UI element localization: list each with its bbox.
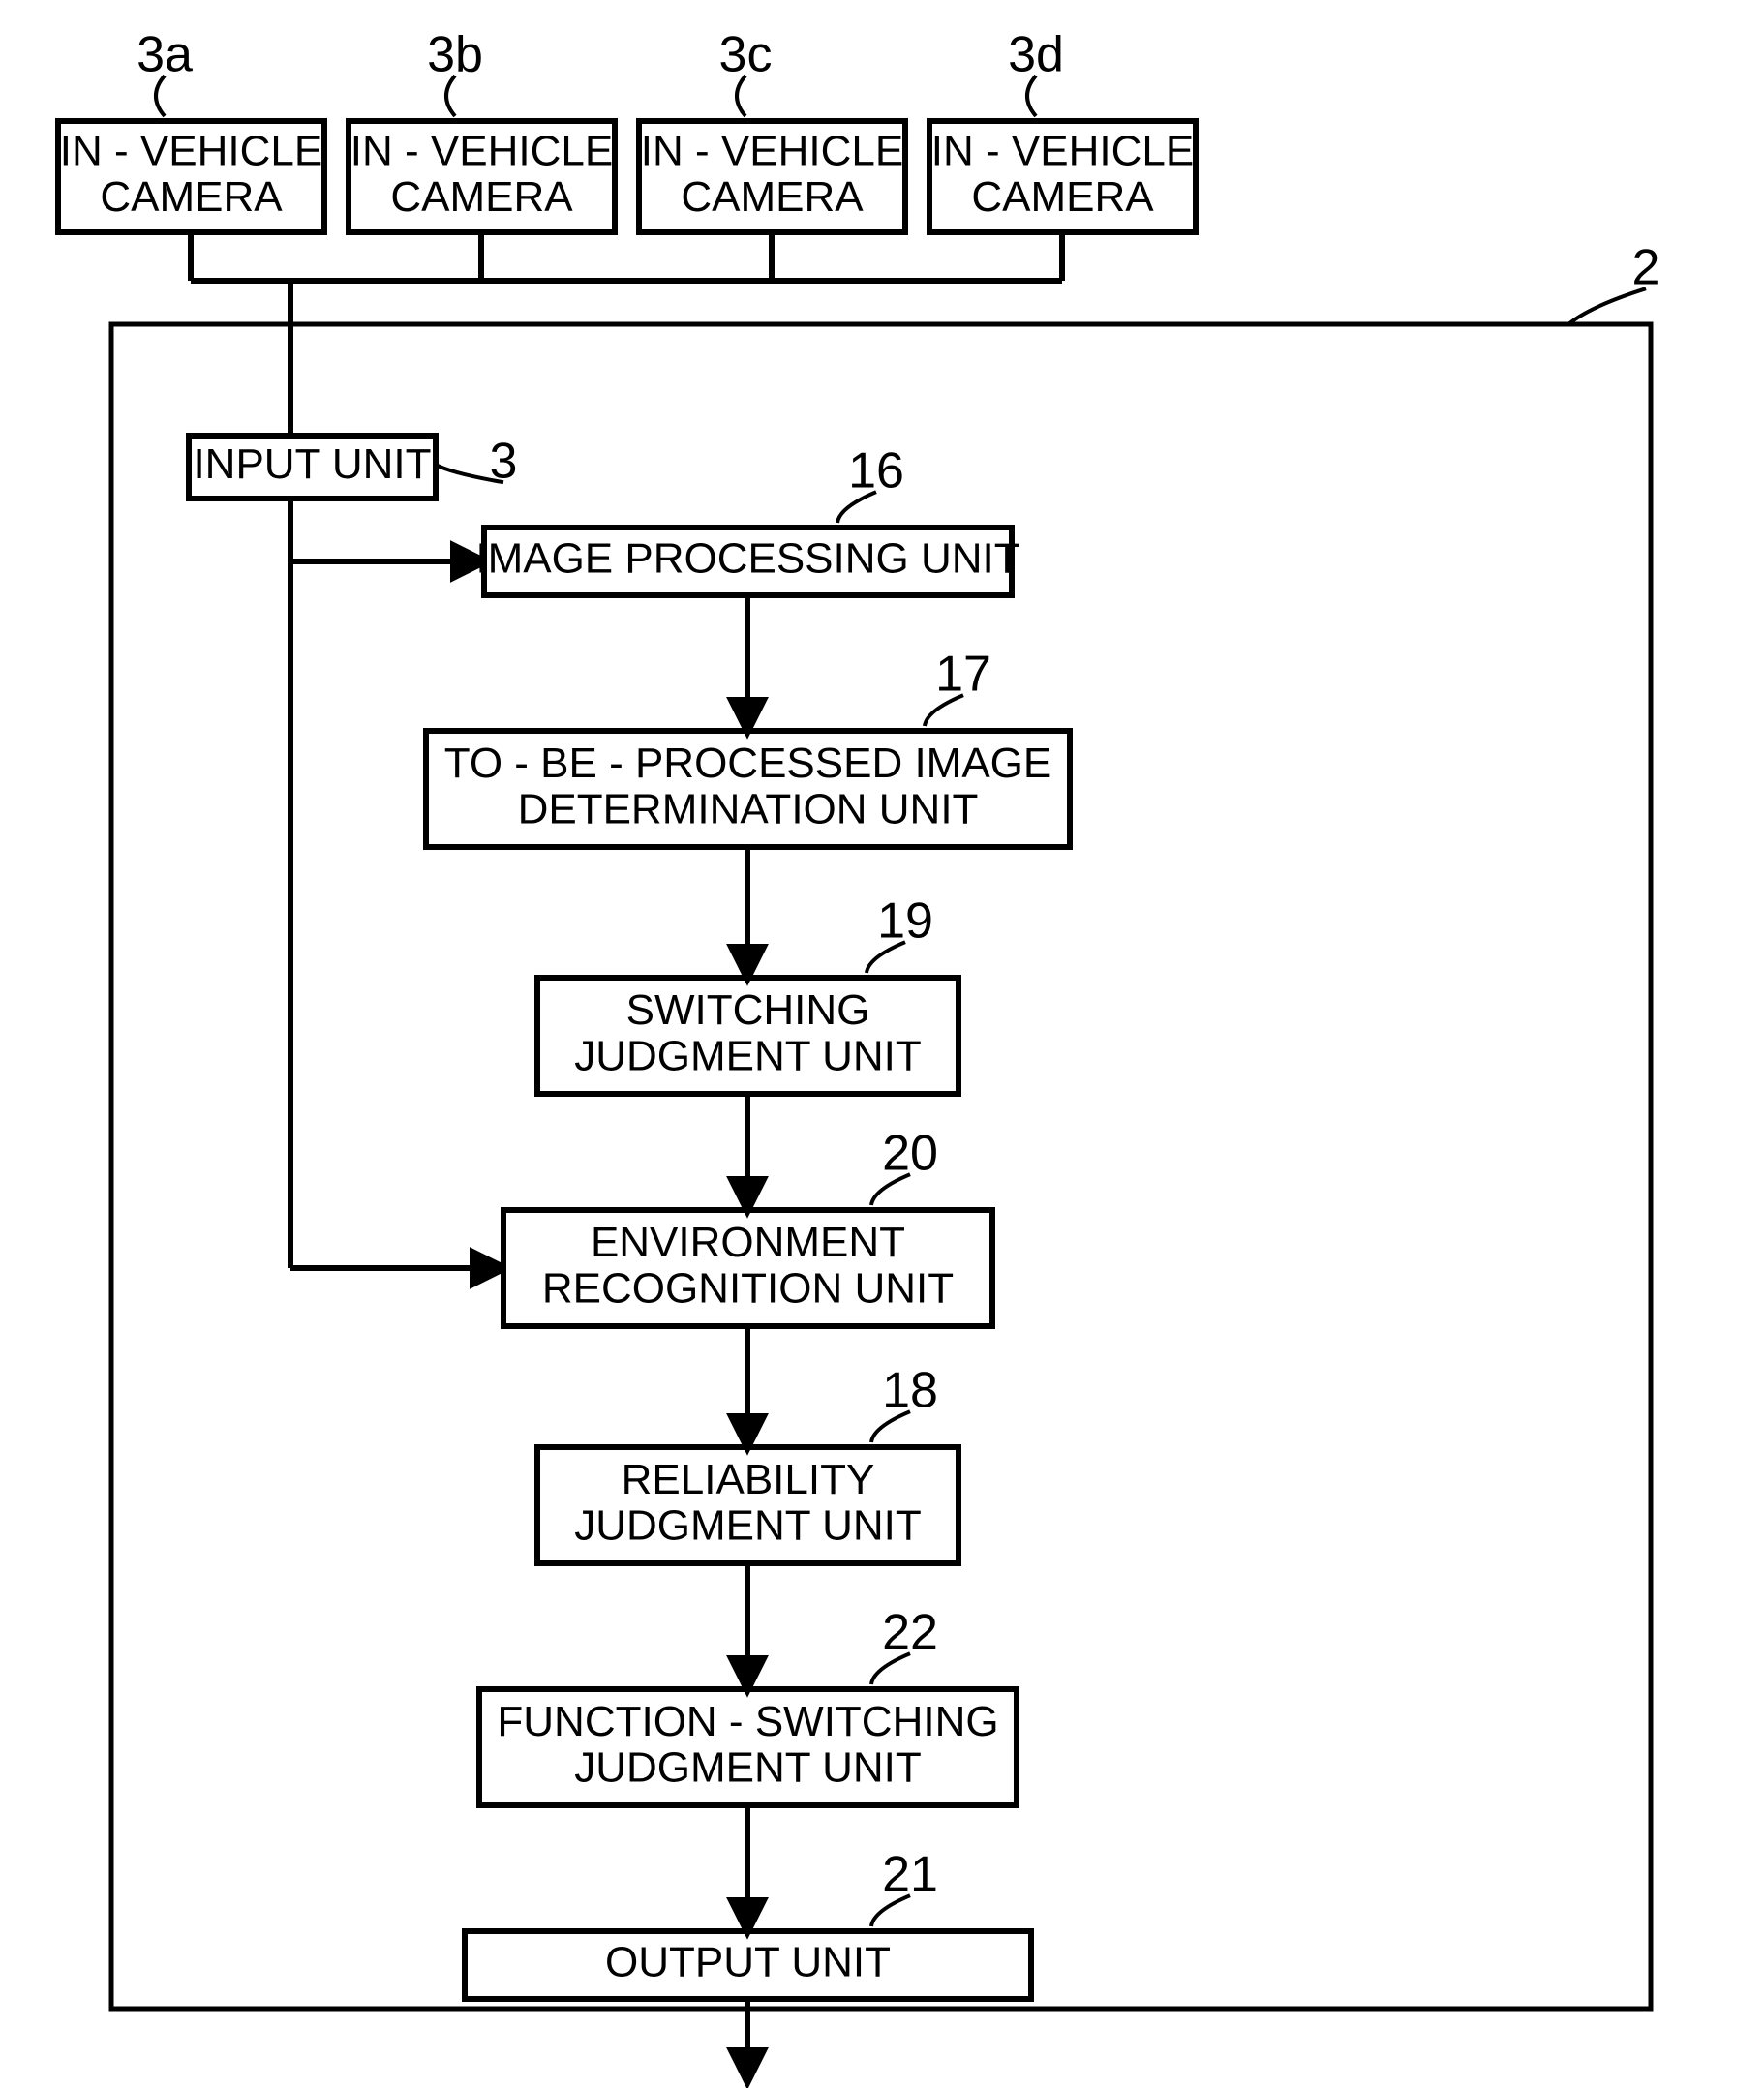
input-unit: INPUT UNIT (189, 436, 436, 499)
tbp-det-label: TO - BE - PROCESSED IMAGE (444, 740, 1052, 787)
env-rec-label: RECOGNITION UNIT (542, 1264, 954, 1312)
img-proc: IMAGE PROCESSING UNIT (475, 528, 1019, 595)
rel-j-label: RELIABILITY (622, 1456, 875, 1503)
cam-d: IN - VEHICLECAMERA (929, 121, 1196, 232)
ref-label-3b: 3b (427, 27, 483, 83)
tbp-det: TO - BE - PROCESSED IMAGEDETERMINATION U… (426, 731, 1070, 847)
cam-b: IN - VEHICLECAMERA (349, 121, 615, 232)
output-unit-label: OUTPUT UNIT (605, 1939, 891, 1986)
output-unit: OUTPUT UNIT (465, 1931, 1031, 1999)
func-sw-j-label: JUDGMENT UNIT (574, 1743, 922, 1791)
cam-b-label: CAMERA (390, 173, 573, 221)
ref-label-17: 17 (935, 647, 991, 703)
env-rec: ENVIRONMENTRECOGNITION UNIT (503, 1210, 992, 1326)
cam-d-label: IN - VEHICLE (931, 127, 1194, 174)
ref-label-3d: 3d (1008, 27, 1064, 83)
func-sw-j: FUNCTION - SWITCHINGJUDGMENT UNIT (479, 1689, 1017, 1805)
env-rec-label: ENVIRONMENT (591, 1219, 905, 1266)
tbp-det-label: DETERMINATION UNIT (518, 785, 979, 832)
ref-leader-2 (1568, 288, 1646, 324)
rel-j: RELIABILITYJUDGMENT UNIT (537, 1447, 958, 1563)
cam-c-label: IN - VEHICLE (641, 127, 903, 174)
ref-label-2: 2 (1632, 240, 1660, 296)
ref-label-16: 16 (848, 443, 904, 499)
cam-d-label: CAMERA (971, 173, 1154, 221)
ref-label-3c: 3c (719, 27, 773, 83)
ref-label-22: 22 (882, 1605, 938, 1661)
ref-label-3a: 3a (137, 27, 193, 83)
cam-c: IN - VEHICLECAMERA (639, 121, 905, 232)
cam-a-label: CAMERA (100, 173, 283, 221)
switch-j: SWITCHINGJUDGMENT UNIT (537, 978, 958, 1094)
input-unit-label: INPUT UNIT (193, 440, 431, 488)
cam-a: IN - VEHICLECAMERA (58, 121, 324, 232)
img-proc-label: IMAGE PROCESSING UNIT (475, 535, 1019, 583)
switch-j-label: JUDGMENT UNIT (574, 1032, 922, 1079)
ref-label-21: 21 (882, 1847, 938, 1903)
ref-label-18: 18 (882, 1363, 938, 1419)
cam-c-label: CAMERA (681, 173, 864, 221)
ref-label-19: 19 (877, 893, 933, 950)
cam-a-label: IN - VEHICLE (60, 127, 322, 174)
switch-j-label: SWITCHING (626, 986, 870, 1034)
rel-j-label: JUDGMENT UNIT (574, 1501, 922, 1549)
cam-b-label: IN - VEHICLE (350, 127, 613, 174)
func-sw-j-label: FUNCTION - SWITCHING (497, 1698, 998, 1745)
ref-label-20: 20 (882, 1126, 938, 1182)
